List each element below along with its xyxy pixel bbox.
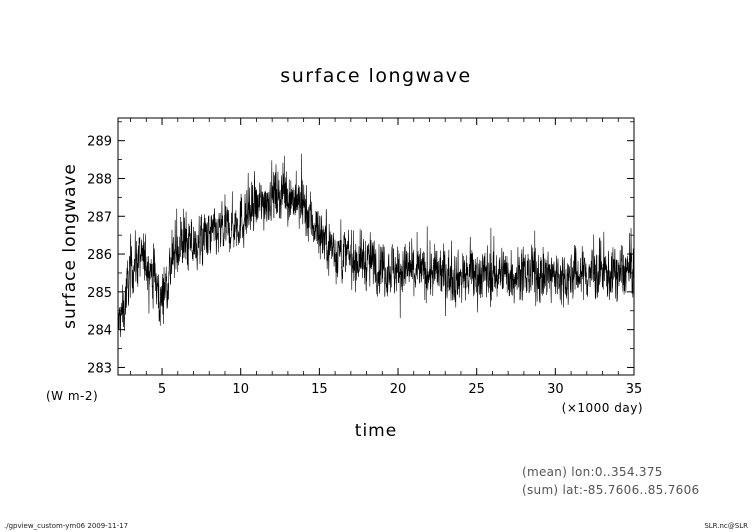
sum-annotation: (sum) lat:-85.7606..85.7606 (522, 483, 699, 497)
y-axis-title: surface longwave (60, 163, 80, 329)
plot-frame (117, 117, 635, 376)
series-line (117, 153, 635, 337)
plot-area (117, 117, 635, 376)
y-tick-label: 289 (87, 135, 112, 150)
chart-title: surface longwave (280, 65, 471, 87)
x-tick-label: 15 (311, 382, 328, 397)
x-tick-label: 35 (626, 382, 643, 397)
y-tick-label: 287 (87, 210, 112, 225)
x-tick-label: 30 (547, 382, 564, 397)
y-axis-ticks: 283 284 285 286 287 288 289 (87, 121, 634, 376)
x-tick-label: 5 (158, 382, 166, 397)
x-tick-label: 20 (390, 382, 407, 397)
y-axis-unit: (W m-2) (46, 389, 98, 403)
y-tick-label: 285 (87, 286, 112, 301)
y-tick-label: 284 (87, 324, 112, 339)
x-tick-label: 25 (468, 382, 485, 397)
footer-right: SLR.nc@SLR (704, 522, 748, 530)
mean-annotation: (mean) lon:0..354.375 (522, 465, 663, 479)
x-axis-title: time (355, 421, 397, 441)
x-tick-label: 10 (232, 382, 249, 397)
y-tick-label: 283 (87, 361, 112, 376)
x-axis-unit: (×1000 day) (562, 401, 643, 415)
y-tick-label: 286 (87, 248, 112, 263)
y-tick-label: 288 (87, 172, 112, 187)
x-axis-ticks: 5 10 15 20 25 30 35 (130, 118, 643, 397)
footer-left: ./gpview_custom-ym06 2009-11-17 (4, 522, 128, 530)
